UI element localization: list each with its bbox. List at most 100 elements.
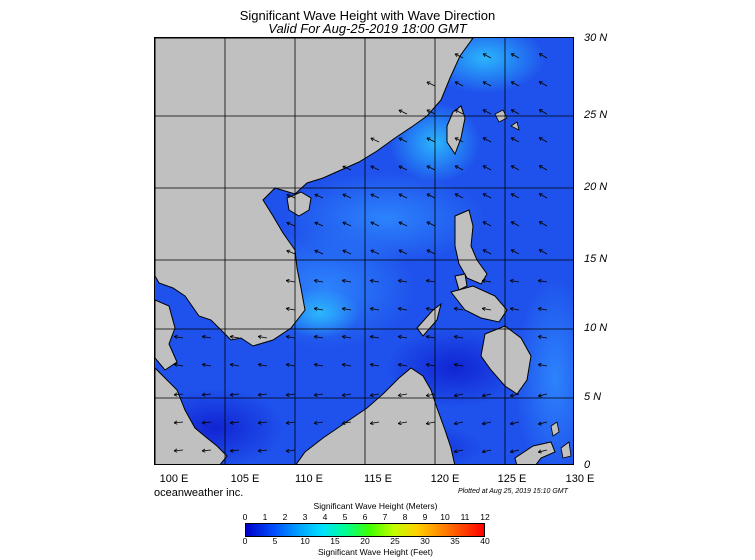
wave-direction-arrow [537, 278, 548, 283]
wave-direction-arrow [425, 362, 436, 367]
land-luzon [454, 209, 488, 285]
wave-direction-arrow [314, 193, 324, 199]
wave-direction-arrow [481, 421, 492, 426]
land-taiwan [446, 105, 466, 156]
wave-direction-arrow [537, 306, 548, 311]
wave-direction-arrow [537, 449, 548, 454]
wave-direction-arrow [285, 278, 296, 283]
wave-direction-arrow [482, 249, 492, 255]
wave-direction-arrow [201, 420, 212, 425]
longitude-label: 125 E [497, 473, 527, 485]
wave-direction-arrow [341, 392, 352, 397]
wave-direction-arrow [257, 448, 268, 453]
wave-direction-arrow [341, 362, 352, 367]
branding-label: oceanweather inc. [154, 487, 244, 499]
wave-direction-arrow [397, 393, 408, 398]
wave-direction-arrow [510, 249, 520, 255]
feet-tick-label: 0 [242, 536, 248, 546]
wave-direction-arrow [313, 392, 324, 397]
wave-direction-arrow [537, 362, 548, 367]
wave-direction-arrow [285, 362, 296, 367]
wave-direction-arrow [425, 278, 436, 283]
wave-height-colorbar [245, 523, 485, 537]
latitude-label: 0 [584, 459, 591, 471]
wave-direction-arrow [453, 421, 464, 426]
wave-direction-arrow [453, 334, 464, 339]
plotted-timestamp: Plotted at Aug 25, 2019 15:10 GMT [458, 488, 568, 495]
wave-direction-arrow [454, 137, 464, 143]
wave-direction-arrow [341, 420, 352, 425]
land-visayas [450, 285, 508, 323]
wave-direction-arrow [426, 165, 436, 171]
longitude-label: 115 E [364, 473, 392, 485]
wave-direction-arrow [398, 193, 408, 199]
wave-direction-arrow [369, 278, 380, 283]
wave-direction-arrow [454, 193, 464, 199]
feet-tick-label: 5 [272, 536, 278, 546]
wave-direction-arrow [257, 392, 268, 397]
wave-direction-arrow [397, 421, 408, 426]
wave-direction-arrow [286, 249, 296, 255]
wave-direction-arrow [509, 449, 520, 454]
land-gulf-thailand-coast [155, 299, 178, 371]
wave-direction-arrow [425, 393, 436, 398]
wave-direction-arrow [453, 449, 464, 454]
wave-direction-arrow [397, 306, 408, 311]
wave-direction-arrow [369, 421, 380, 426]
wave-direction-arrow [285, 392, 296, 397]
wave-direction-arrow [426, 249, 436, 255]
wave-direction-arrow [314, 221, 324, 227]
wave-direction-arrow [482, 193, 492, 199]
wave-direction-arrow [398, 249, 408, 255]
wave-direction-arrow [370, 249, 380, 255]
wave-direction-arrow [201, 362, 212, 367]
wave-direction-arrow [482, 221, 492, 227]
wave-direction-arrow [369, 393, 380, 398]
wave-direction-arrow [509, 421, 520, 426]
wave-direction-arrow [481, 278, 492, 283]
meters-tick-label: 3 [302, 512, 308, 522]
wave-direction-arrow [453, 306, 464, 311]
wave-direction-arrow [173, 362, 184, 367]
wave-direction-arrow [538, 165, 548, 171]
wave-direction-arrow [369, 334, 380, 339]
wave-direction-arrow [285, 306, 296, 311]
legend-feet-title: Significant Wave Height (Feet) [318, 547, 433, 557]
wave-direction-arrow [342, 193, 352, 199]
wave-direction-arrow [482, 165, 492, 171]
wave-direction-arrow [538, 249, 548, 255]
wave-direction-arrow [454, 109, 464, 115]
wave-direction-arrow [229, 392, 240, 397]
wave-direction-arrow [257, 334, 268, 339]
wave-direction-arrow [482, 81, 492, 87]
wave-direction-arrow [398, 137, 408, 143]
valid-time-subtitle: Valid For Aug-25-2019 18:00 GMT [268, 21, 467, 36]
wave-direction-arrow [257, 362, 268, 367]
meters-tick-label: 5 [342, 512, 348, 522]
feet-tick-label: 25 [390, 536, 400, 546]
wave-direction-arrow [482, 109, 492, 115]
meters-tick-label: 4 [322, 512, 328, 522]
meters-tick-label: 12 [480, 512, 490, 522]
meters-tick-label: 7 [382, 512, 388, 522]
wave-direction-arrows [173, 53, 548, 454]
longitude-label: 105 E [230, 473, 260, 485]
wave-direction-arrow [426, 109, 436, 115]
wave-direction-arrow [538, 193, 548, 199]
wave-direction-arrow [229, 448, 240, 453]
wave-direction-arrow [453, 362, 464, 367]
meters-tick-label: 8 [402, 512, 408, 522]
wave-direction-arrow [397, 334, 408, 339]
land-mindanao [480, 325, 532, 395]
land-mindoro [454, 273, 468, 291]
latitude-label: 30 N [584, 32, 608, 44]
wave-direction-arrow [229, 362, 240, 367]
wave-direction-arrow [285, 334, 296, 339]
wave-direction-arrow [509, 393, 520, 398]
wave-direction-arrow [313, 420, 324, 425]
wave-direction-arrow [370, 137, 380, 143]
latitude-label: 20 N [584, 181, 608, 193]
wave-direction-arrow [481, 393, 492, 398]
wave-direction-arrow [369, 306, 380, 311]
wave-direction-arrow [510, 53, 520, 59]
